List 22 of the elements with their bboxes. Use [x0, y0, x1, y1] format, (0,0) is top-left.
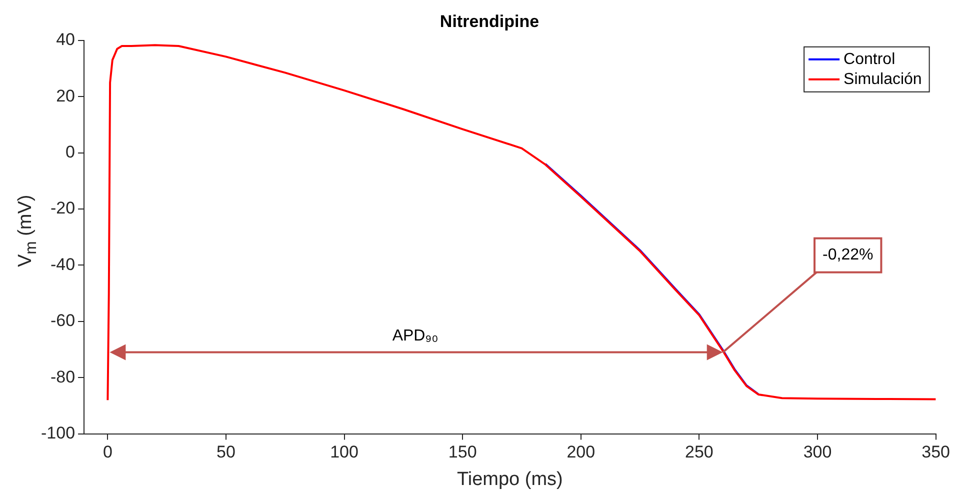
annotation: APD₉₀ [392, 328, 438, 345]
x-tick-label: 50 [216, 442, 236, 462]
x-tick-label: 250 [685, 442, 714, 462]
x-tick-label: 300 [803, 442, 832, 462]
y-tick-label: -100 [40, 423, 76, 442]
chart-title: Nitrendipine [440, 12, 540, 31]
x-tick-label: 350 [922, 442, 950, 462]
x-tick-label: 0 [102, 442, 112, 462]
y-tick-label: 40 [56, 30, 76, 50]
y-tick-label: -20 [50, 198, 76, 218]
x-tick-label: 150 [448, 442, 477, 462]
legend-label: Control [844, 50, 896, 68]
x-axis-title: Tiempo (ms) [456, 468, 563, 490]
y-tick-label: 0 [66, 142, 76, 162]
x-tick-label: 200 [566, 442, 596, 462]
annotation: -0,22% [822, 246, 874, 264]
x-tick-label: 100 [330, 442, 358, 462]
y-tick-label: -80 [50, 367, 76, 386]
legend-label: Simulación [844, 70, 922, 88]
y-tick-label: 20 [56, 86, 76, 106]
y-tick-label: -60 [50, 311, 76, 330]
y-tick-label: -40 [50, 254, 76, 274]
